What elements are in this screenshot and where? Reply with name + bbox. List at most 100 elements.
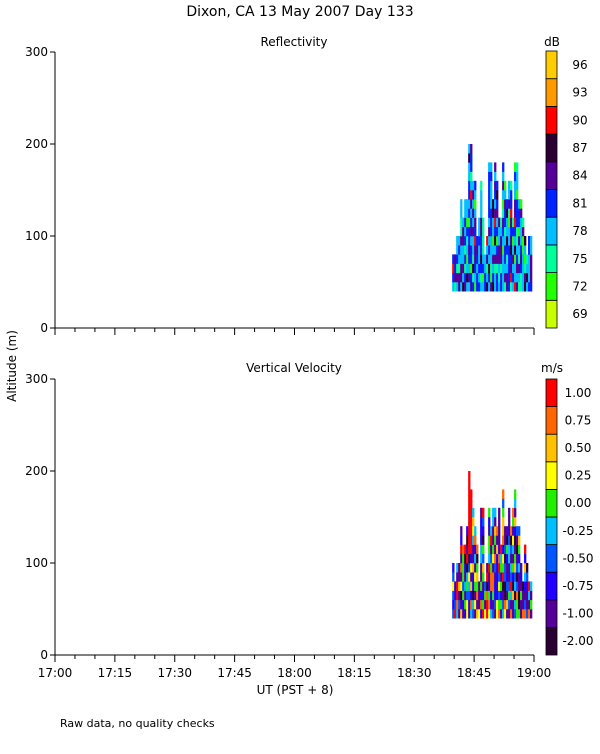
data-cell bbox=[472, 609, 475, 619]
reflectivity-panel: Reflectivity dB 0 100 200 300 69 72 75 78 81 84 87… bbox=[25, 35, 588, 335]
data-cell bbox=[508, 535, 511, 545]
data-cell bbox=[502, 236, 505, 246]
data-cell bbox=[506, 245, 509, 255]
data-cell bbox=[518, 254, 521, 264]
data-cell bbox=[474, 190, 477, 200]
data-cell bbox=[496, 226, 499, 237]
data-cell bbox=[480, 217, 483, 228]
data-cell bbox=[528, 581, 531, 591]
colorbar-swatch bbox=[545, 161, 558, 190]
data-cell bbox=[468, 599, 471, 610]
data-cell bbox=[474, 254, 477, 264]
data-cell bbox=[498, 599, 501, 610]
data-cell bbox=[502, 489, 505, 499]
data-cell bbox=[466, 217, 469, 228]
data-cell bbox=[488, 599, 491, 610]
data-cell bbox=[508, 553, 511, 564]
data-cell bbox=[514, 572, 517, 582]
data-cell bbox=[504, 226, 507, 237]
data-cell bbox=[480, 517, 483, 527]
data-cell bbox=[502, 226, 505, 237]
data-cell bbox=[526, 254, 529, 264]
data-cell bbox=[500, 599, 503, 610]
data-cell bbox=[454, 282, 457, 292]
data-cell bbox=[504, 236, 507, 246]
data-cell bbox=[466, 535, 469, 545]
data-cell bbox=[488, 609, 491, 619]
data-cell bbox=[460, 245, 463, 255]
data-cell bbox=[492, 581, 495, 591]
data-cell bbox=[488, 254, 491, 264]
data-cell bbox=[508, 263, 511, 274]
data-cell bbox=[460, 526, 463, 536]
data-cell bbox=[458, 609, 461, 619]
data-cell bbox=[500, 282, 503, 292]
y-tick-label: 100 bbox=[25, 229, 48, 243]
data-cell bbox=[464, 581, 467, 591]
data-cell bbox=[482, 507, 485, 518]
data-cell bbox=[490, 581, 493, 591]
data-cell bbox=[460, 254, 463, 264]
data-cell bbox=[520, 226, 523, 237]
data-cell bbox=[508, 572, 511, 582]
data-cell bbox=[514, 190, 517, 200]
data-cell bbox=[470, 535, 473, 545]
data-cell bbox=[520, 272, 523, 283]
data-cell bbox=[510, 208, 513, 218]
data-cell bbox=[520, 208, 523, 218]
data-cell bbox=[516, 590, 519, 601]
data-cell bbox=[502, 162, 505, 172]
data-cell bbox=[472, 245, 475, 255]
data-cell bbox=[474, 245, 477, 255]
data-cell bbox=[530, 581, 533, 591]
x-tick-label: 17:15 bbox=[98, 666, 133, 680]
data-cell bbox=[498, 609, 501, 619]
data-cell bbox=[492, 572, 495, 582]
data-cell bbox=[466, 581, 469, 591]
data-cell bbox=[478, 282, 481, 292]
data-cell bbox=[508, 282, 511, 292]
data-cell bbox=[518, 581, 521, 591]
data-cell bbox=[454, 263, 457, 274]
data-cell bbox=[490, 526, 493, 536]
data-cell bbox=[476, 590, 479, 601]
data-cell bbox=[510, 535, 513, 545]
y-tick-label: 300 bbox=[25, 372, 48, 386]
data-cell bbox=[504, 535, 507, 545]
data-cell bbox=[466, 526, 469, 536]
data-cell bbox=[456, 272, 459, 283]
data-cell bbox=[486, 581, 489, 591]
data-cell bbox=[472, 535, 475, 545]
data-cell bbox=[486, 563, 489, 573]
data-cell bbox=[462, 581, 465, 591]
data-cell bbox=[488, 553, 491, 564]
data-cell bbox=[472, 553, 475, 564]
data-cell bbox=[494, 572, 497, 582]
data-cell bbox=[468, 563, 471, 573]
colorbar-label: 0.25 bbox=[565, 469, 592, 483]
data-cell bbox=[512, 272, 515, 283]
data-cell bbox=[494, 263, 497, 274]
data-cell bbox=[452, 254, 455, 264]
data-cell bbox=[482, 572, 485, 582]
data-cell bbox=[510, 226, 513, 237]
data-cell bbox=[458, 572, 461, 582]
data-cell bbox=[462, 236, 465, 246]
data-cell bbox=[482, 282, 485, 292]
data-cell bbox=[464, 599, 467, 610]
data-cell bbox=[452, 609, 455, 619]
data-cell bbox=[460, 282, 463, 292]
data-cell bbox=[518, 599, 521, 610]
colorbar-label: 90 bbox=[572, 113, 587, 127]
data-cell bbox=[480, 572, 483, 582]
data-cell bbox=[494, 171, 497, 182]
data-cell bbox=[502, 217, 505, 228]
data-cell bbox=[496, 236, 499, 246]
colorbar-label: 0.50 bbox=[565, 441, 592, 455]
x-tick-label: 17:00 bbox=[38, 666, 73, 680]
data-cell bbox=[476, 553, 479, 564]
data-cell bbox=[514, 208, 517, 218]
data-cell bbox=[512, 535, 515, 545]
data-cell bbox=[482, 553, 485, 564]
data-cell bbox=[526, 272, 529, 283]
